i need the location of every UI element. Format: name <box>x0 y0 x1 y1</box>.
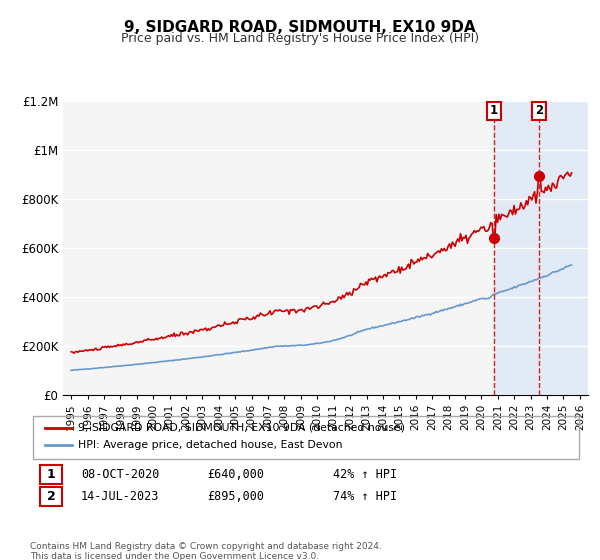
Text: 1: 1 <box>490 105 498 118</box>
Text: 2: 2 <box>535 105 544 118</box>
Text: 2: 2 <box>47 490 55 503</box>
Text: 14-JUL-2023: 14-JUL-2023 <box>81 490 160 503</box>
Text: 08-OCT-2020: 08-OCT-2020 <box>81 468 160 481</box>
Text: £895,000: £895,000 <box>207 490 264 503</box>
Text: Price paid vs. HM Land Registry's House Price Index (HPI): Price paid vs. HM Land Registry's House … <box>121 32 479 45</box>
Text: 74% ↑ HPI: 74% ↑ HPI <box>333 490 397 503</box>
Text: HPI: Average price, detached house, East Devon: HPI: Average price, detached house, East… <box>78 440 343 450</box>
Text: Contains HM Land Registry data © Crown copyright and database right 2024.
This d: Contains HM Land Registry data © Crown c… <box>30 542 382 560</box>
Bar <box>494 101 588 395</box>
Text: £640,000: £640,000 <box>207 468 264 481</box>
Text: 9, SIDGARD ROAD, SIDMOUTH, EX10 9DA: 9, SIDGARD ROAD, SIDMOUTH, EX10 9DA <box>124 20 476 35</box>
Text: 1: 1 <box>47 468 55 481</box>
Text: 9, SIDGARD ROAD, SIDMOUTH, EX10 9DA (detached house): 9, SIDGARD ROAD, SIDMOUTH, EX10 9DA (det… <box>78 423 405 433</box>
Text: 42% ↑ HPI: 42% ↑ HPI <box>333 468 397 481</box>
